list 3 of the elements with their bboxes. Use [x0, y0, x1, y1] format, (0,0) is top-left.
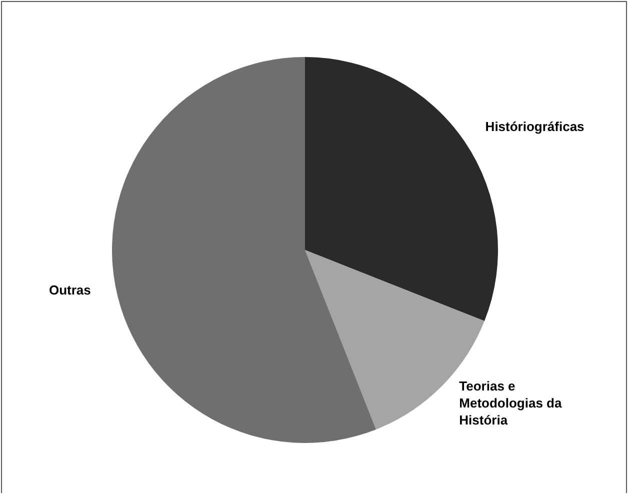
slice-label: Históriográficas [485, 119, 584, 134]
slice-label: Teorias e Metodologias da História [459, 378, 562, 428]
slice-label: Outras [48, 282, 91, 298]
